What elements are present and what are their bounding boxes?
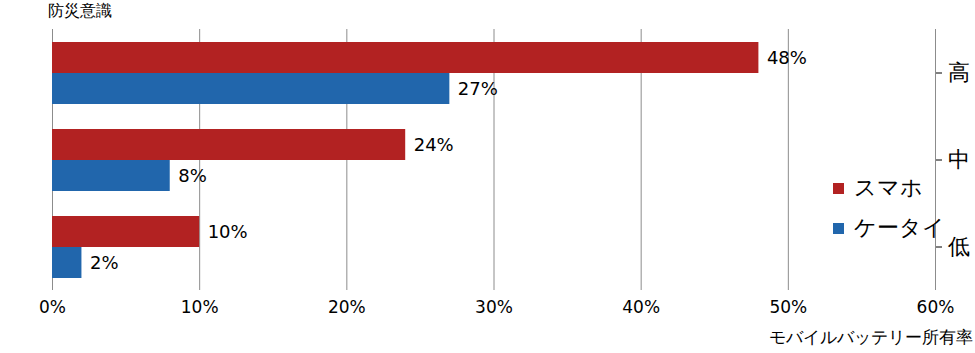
svg-text:20%: 20% xyxy=(328,297,366,317)
svg-text:10%: 10% xyxy=(208,221,248,242)
svg-text:2%: 2% xyxy=(90,252,119,273)
svg-text:60%: 60% xyxy=(917,297,955,317)
svg-text:モバイルバッテリー所有率: モバイルバッテリー所有率 xyxy=(769,327,973,347)
svg-text:0%: 0% xyxy=(39,297,66,317)
svg-text:中: 中 xyxy=(948,147,970,172)
svg-text:50%: 50% xyxy=(769,297,807,317)
svg-text:48%: 48% xyxy=(767,47,807,68)
svg-text:高: 高 xyxy=(948,60,970,85)
html-text:防災意識: 防災意識 xyxy=(48,1,112,20)
svg-text:24%: 24% xyxy=(414,134,454,155)
svg-text:27%: 27% xyxy=(458,78,498,99)
svg-text:8%: 8% xyxy=(178,165,207,186)
svg-text:40%: 40% xyxy=(622,297,660,317)
svg-text:10%: 10% xyxy=(181,297,219,317)
svg-text:30%: 30% xyxy=(475,297,513,317)
html-text:スマホ: スマホ xyxy=(854,175,923,200)
html-text:ケータイ: ケータイ xyxy=(854,215,945,240)
svg-text:低: 低 xyxy=(948,234,970,259)
